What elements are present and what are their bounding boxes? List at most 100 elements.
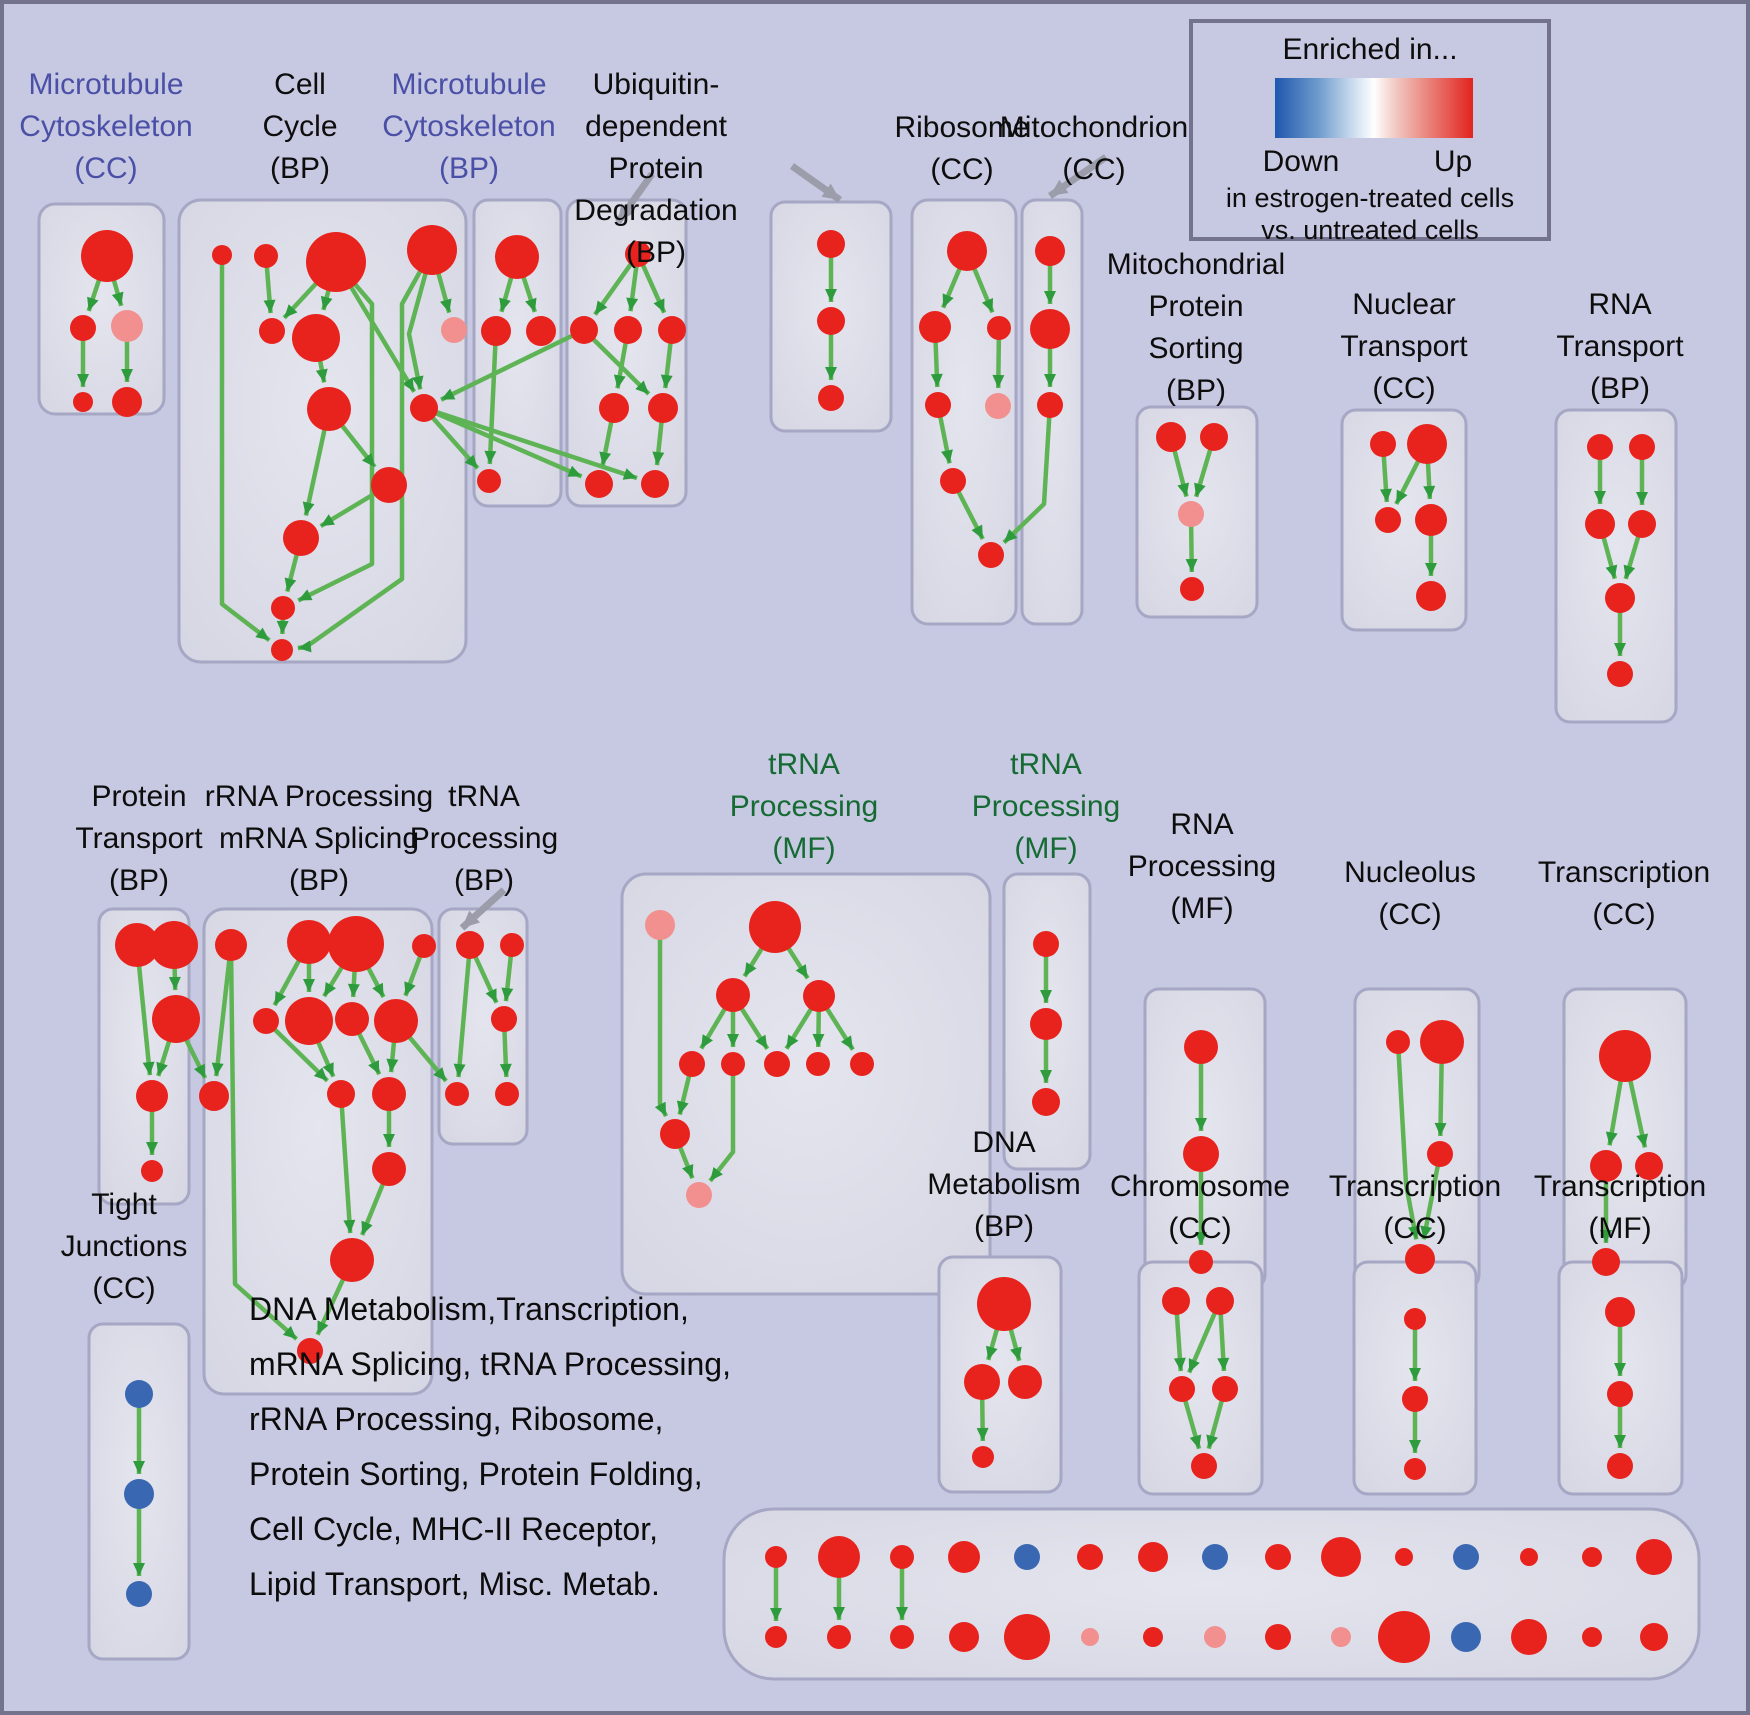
node-y9 <box>1265 1624 1291 1650</box>
node-y2 <box>827 1625 851 1649</box>
node-x5 <box>1014 1544 1040 1570</box>
group-box-nuct <box>1340 408 1468 632</box>
edge-ua2-ua6 <box>582 328 651 396</box>
node-tj3 <box>126 1581 152 1607</box>
group-label-mtbp: Microtubule Cytoskeleton (BP) <box>382 68 556 185</box>
node-mt3 <box>1037 392 1063 418</box>
node-mc2 <box>70 315 96 341</box>
node-x4 <box>948 1541 980 1573</box>
node-rp2 <box>1183 1136 1219 1172</box>
node-ub3 <box>818 385 844 411</box>
edge-rr9-rr12 <box>338 1093 356 1234</box>
node-cc10 <box>371 467 407 503</box>
edge-cc9-ua8 <box>423 405 638 481</box>
edge-cc4-cc9 <box>406 249 435 390</box>
node-pt4 <box>136 1080 168 1112</box>
node-cc13 <box>271 639 293 661</box>
edge-nc3-nc4 <box>1420 1153 1443 1240</box>
group-label-mitochondrion: Mitochondrion (CC) <box>999 111 1189 186</box>
node-rr4 <box>412 934 436 958</box>
node-m9 <box>850 1052 874 1076</box>
node-m10 <box>660 1119 690 1149</box>
node-tc1 <box>1599 1030 1651 1082</box>
legend-subtitle-line2: vs. untreated cells <box>1261 215 1479 245</box>
node-m11 <box>686 1182 712 1208</box>
group-label-mps: Mitochondrial Protein Sorting (BP) <box>1106 248 1286 407</box>
node-ua5 <box>599 393 629 423</box>
node-rb2 <box>919 311 951 343</box>
node-ch3 <box>1169 1376 1195 1402</box>
node-tp4 <box>445 1082 469 1106</box>
node-rp3 <box>1189 1250 1213 1274</box>
node-m3 <box>716 978 750 1012</box>
node-pt1 <box>115 923 159 967</box>
node-mb1 <box>495 235 539 279</box>
node-m4 <box>803 980 835 1012</box>
node-mc1 <box>81 230 133 282</box>
node-ua3 <box>614 316 642 344</box>
node-rr6 <box>285 997 333 1045</box>
node-x8 <box>1202 1544 1228 1570</box>
node-ua8 <box>641 470 669 498</box>
node-y8 <box>1204 1626 1226 1648</box>
node-mp2 <box>1200 423 1228 451</box>
node-tp2 <box>500 933 524 957</box>
node-ua1 <box>625 241 651 267</box>
misc-categories-note: DNA Metabolism,Transcription, mRNA Splic… <box>249 1291 731 1603</box>
node-x9 <box>1265 1544 1291 1570</box>
edge-rr1-rre <box>211 944 234 1077</box>
node-mb2 <box>481 316 511 346</box>
group-label-tight: Tight Junctions (CC) <box>60 1188 188 1305</box>
edge-nc1-nc4 <box>1395 1041 1420 1240</box>
node-mb4 <box>477 469 501 493</box>
node-tb3 <box>1404 1458 1426 1480</box>
network-diagram <box>37 154 1701 1681</box>
node-rt6 <box>1607 661 1633 687</box>
node-rb1 <box>947 231 987 271</box>
legend-subtitle-line1: in estrogen-treated cells <box>1225 183 1515 213</box>
edge-ua2-cc9 <box>440 327 585 402</box>
node-x6 <box>1077 1544 1103 1570</box>
edge-rr5-rr9 <box>264 1019 329 1083</box>
node-tm2 <box>1607 1381 1633 1407</box>
node-nc2 <box>1420 1020 1464 1064</box>
node-cc7 <box>441 317 467 343</box>
group-box-txmf <box>1557 1260 1684 1496</box>
node-mc5 <box>112 387 142 417</box>
node-cc5 <box>259 318 285 344</box>
node-m5 <box>679 1051 705 1077</box>
group-box-dnam <box>937 1255 1063 1494</box>
node-rre <box>199 1081 229 1111</box>
node-mt2 <box>1030 309 1070 349</box>
node-dm1 <box>977 1277 1031 1331</box>
node-ub1 <box>817 230 845 258</box>
node-nc4 <box>1405 1244 1435 1274</box>
group-label-nucleolus: Nucleolus (CC) <box>1344 856 1476 931</box>
edge-rr1-rr13 <box>228 944 299 1341</box>
node-rt1 <box>1587 434 1613 460</box>
node-cc1 <box>212 245 232 265</box>
node-ch5 <box>1191 1453 1217 1479</box>
node-mt1 <box>1035 236 1065 266</box>
node-m1 <box>645 910 675 940</box>
group-label-dnamet: DNA Metabolism (BP) <box>927 1126 1081 1243</box>
group-label-chromosome: Chromosome (CC) <box>1109 1170 1291 1245</box>
node-rb4 <box>925 392 951 418</box>
node-rr12 <box>330 1238 374 1282</box>
node-ua6 <box>648 393 678 423</box>
node-x1 <box>765 1546 787 1568</box>
node-rr7 <box>335 1002 369 1036</box>
node-cc6 <box>292 314 340 362</box>
node-ch4 <box>1212 1376 1238 1402</box>
node-ch2 <box>1206 1287 1234 1315</box>
group-label-nuctrans: Nuclear Transport (CC) <box>1340 288 1468 405</box>
node-dm2 <box>964 1364 1000 1400</box>
node-nc1 <box>1386 1030 1410 1054</box>
node-x15 <box>1636 1539 1672 1575</box>
node-y7 <box>1143 1627 1163 1647</box>
node-rb7 <box>978 542 1004 568</box>
node-m2 <box>749 901 801 953</box>
node-pt2 <box>150 921 198 969</box>
node-dm4 <box>972 1446 994 1468</box>
